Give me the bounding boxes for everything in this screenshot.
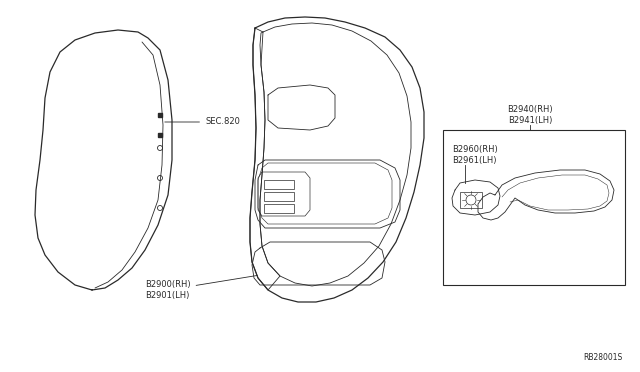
Bar — [460, 192, 482, 208]
Text: B2960(RH)
B2961(LH): B2960(RH) B2961(LH) — [452, 145, 498, 165]
Bar — [158, 133, 162, 137]
Bar — [264, 204, 294, 213]
Bar — [264, 192, 294, 201]
Text: RB28001S: RB28001S — [583, 353, 622, 362]
Text: B2900(RH)
B2901(LH): B2900(RH) B2901(LH) — [145, 275, 257, 300]
Bar — [158, 113, 162, 117]
Bar — [443, 130, 625, 285]
Text: B2940(RH)
B2941(LH): B2940(RH) B2941(LH) — [507, 105, 553, 125]
Text: SEC.820: SEC.820 — [164, 118, 240, 126]
Bar — [264, 180, 294, 189]
